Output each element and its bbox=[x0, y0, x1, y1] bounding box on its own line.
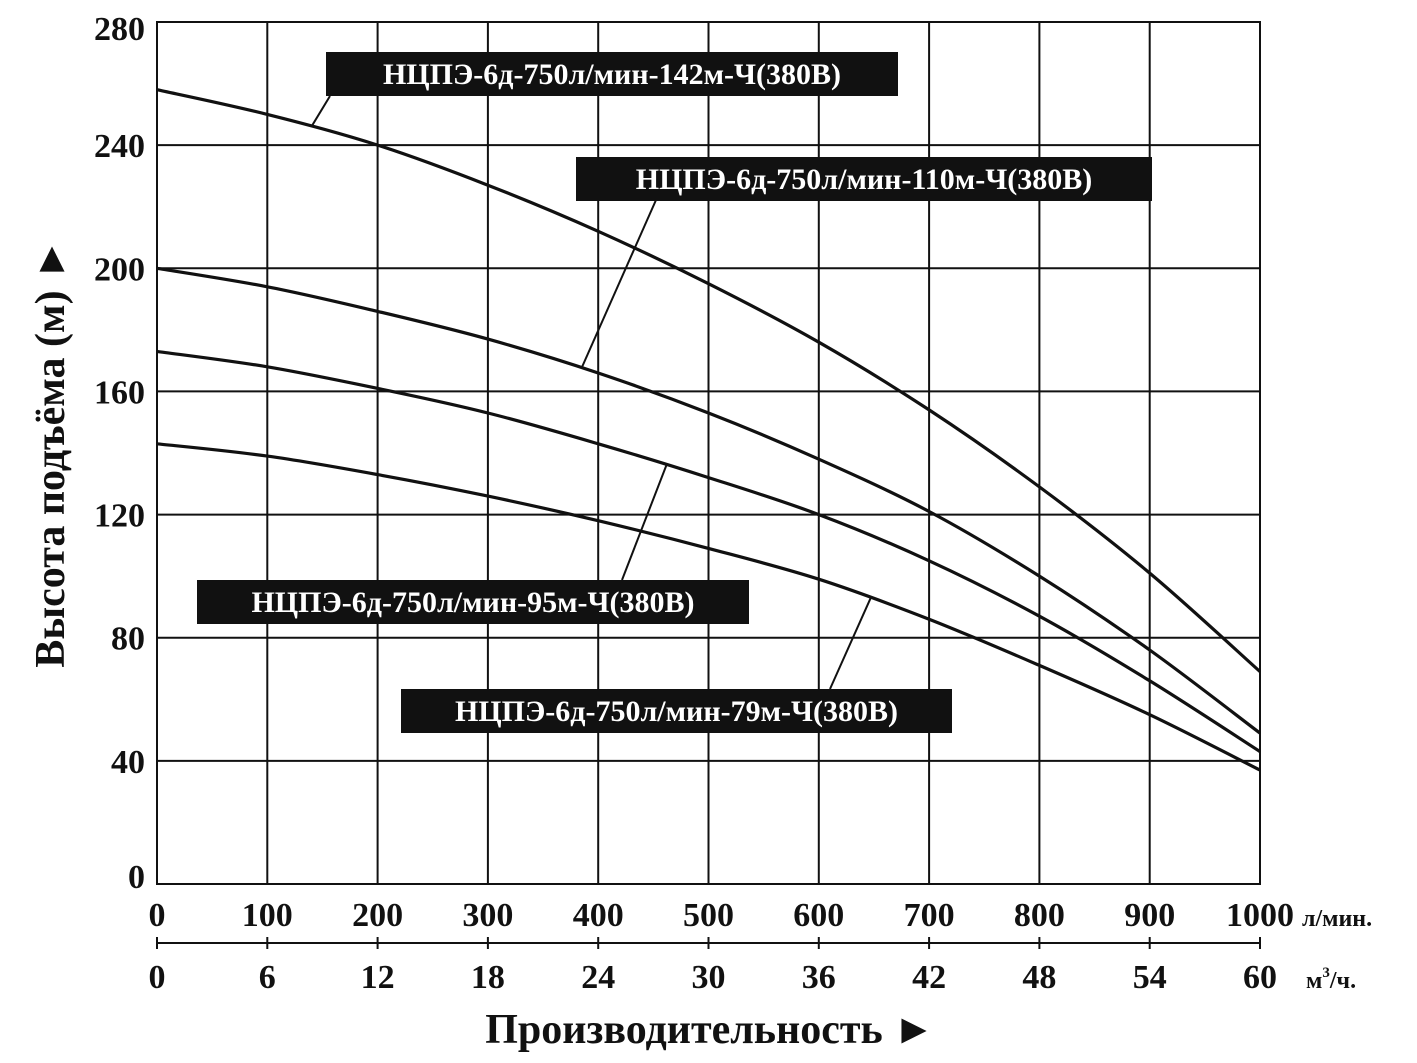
x-tick-label: 1000 bbox=[1226, 897, 1294, 934]
curve-label: НЦПЭ-6д-750л/мин-79м-Ч(380В) bbox=[455, 695, 898, 728]
x-secondary-tick-label: 36 bbox=[802, 959, 836, 996]
y-tick-label: 160 bbox=[94, 374, 145, 411]
y-tick-label: 120 bbox=[94, 498, 145, 535]
label-leader-line bbox=[829, 597, 872, 690]
curve-label: НЦПЭ-6д-750л/мин-110м-Ч(380В) bbox=[636, 163, 1092, 196]
label-leader-line bbox=[310, 95, 331, 128]
y-axis-title: Высота подъёма (м) ► bbox=[28, 238, 74, 667]
x-unit-secondary: м3/ч. bbox=[1306, 965, 1356, 994]
x-secondary-tick-label: 60 bbox=[1243, 959, 1277, 996]
y-tick-label: 80 bbox=[111, 621, 145, 658]
curve-label-box bbox=[401, 689, 952, 733]
performance-curve bbox=[156, 442, 1261, 772]
x-secondary-tick-label: 48 bbox=[1022, 959, 1056, 996]
x-tick-label: 300 bbox=[462, 897, 513, 934]
x-secondary-tick-label: 12 bbox=[361, 959, 395, 996]
x-secondary-tick-label: 30 bbox=[692, 959, 726, 996]
x-secondary-tick-label: 54 bbox=[1133, 959, 1167, 996]
curves bbox=[156, 88, 1262, 772]
x-tick-label: 0 bbox=[149, 897, 166, 934]
x-tick-label: 600 bbox=[793, 897, 844, 934]
performance-curve bbox=[156, 349, 1261, 753]
label-leaders bbox=[310, 95, 872, 690]
label-leader-line bbox=[621, 464, 668, 581]
curve-label-box bbox=[576, 157, 1152, 201]
curve-label-box bbox=[197, 580, 749, 624]
curve-label: НЦПЭ-6д-750л/мин-142м-Ч(380В) bbox=[383, 58, 841, 91]
curve-label-box bbox=[326, 52, 898, 96]
x-tick-label: 400 bbox=[573, 897, 624, 934]
x-secondary-tick-label: 6 bbox=[259, 959, 276, 996]
x-tick-label: 500 bbox=[683, 897, 734, 934]
y-tick-label: 200 bbox=[94, 251, 145, 288]
x-tick-labels: 0 100 200 300 400 500 600 700 800 900 1000 bbox=[149, 897, 1295, 934]
x-tick-label: 200 bbox=[352, 897, 403, 934]
performance-curve bbox=[156, 88, 1262, 673]
x-secondary-tick-labels: 0 6 12 18 24 30 36 42 48 54 60 bbox=[149, 937, 1277, 996]
x-secondary-tick-label: 18 bbox=[471, 959, 505, 996]
plot-frame bbox=[156, 21, 1261, 885]
x-tick-label: 700 bbox=[904, 897, 955, 934]
x-secondary-tick-label: 24 bbox=[581, 959, 615, 996]
x-secondary-tick-label: 0 bbox=[149, 959, 166, 996]
y-tick-label: 0 bbox=[128, 859, 145, 896]
x-unit-primary: л/мин. bbox=[1302, 906, 1372, 932]
x-tick-label: 800 bbox=[1014, 897, 1065, 934]
x-secondary-tick-label: 42 bbox=[912, 959, 946, 996]
curve-labels: НЦПЭ-6д-750л/мин-142м-Ч(380В) НЦПЭ-6д-750… bbox=[197, 52, 1152, 733]
y-tick-label: 280 bbox=[94, 11, 145, 48]
y-tick-label: 240 bbox=[94, 128, 145, 165]
y-tick-label: 40 bbox=[111, 744, 145, 781]
grid bbox=[156, 21, 1261, 885]
label-leader-line bbox=[580, 199, 657, 369]
performance-curve bbox=[156, 266, 1261, 735]
x-tick-label: 100 bbox=[242, 897, 293, 934]
x-axis-title: Производительность ► bbox=[485, 1007, 935, 1053]
x-tick-label: 900 bbox=[1124, 897, 1175, 934]
curve-label: НЦПЭ-6д-750л/мин-95м-Ч(380В) bbox=[251, 586, 694, 619]
y-tick-labels: 0 40 80 120 160 200 240 280 bbox=[94, 11, 145, 896]
